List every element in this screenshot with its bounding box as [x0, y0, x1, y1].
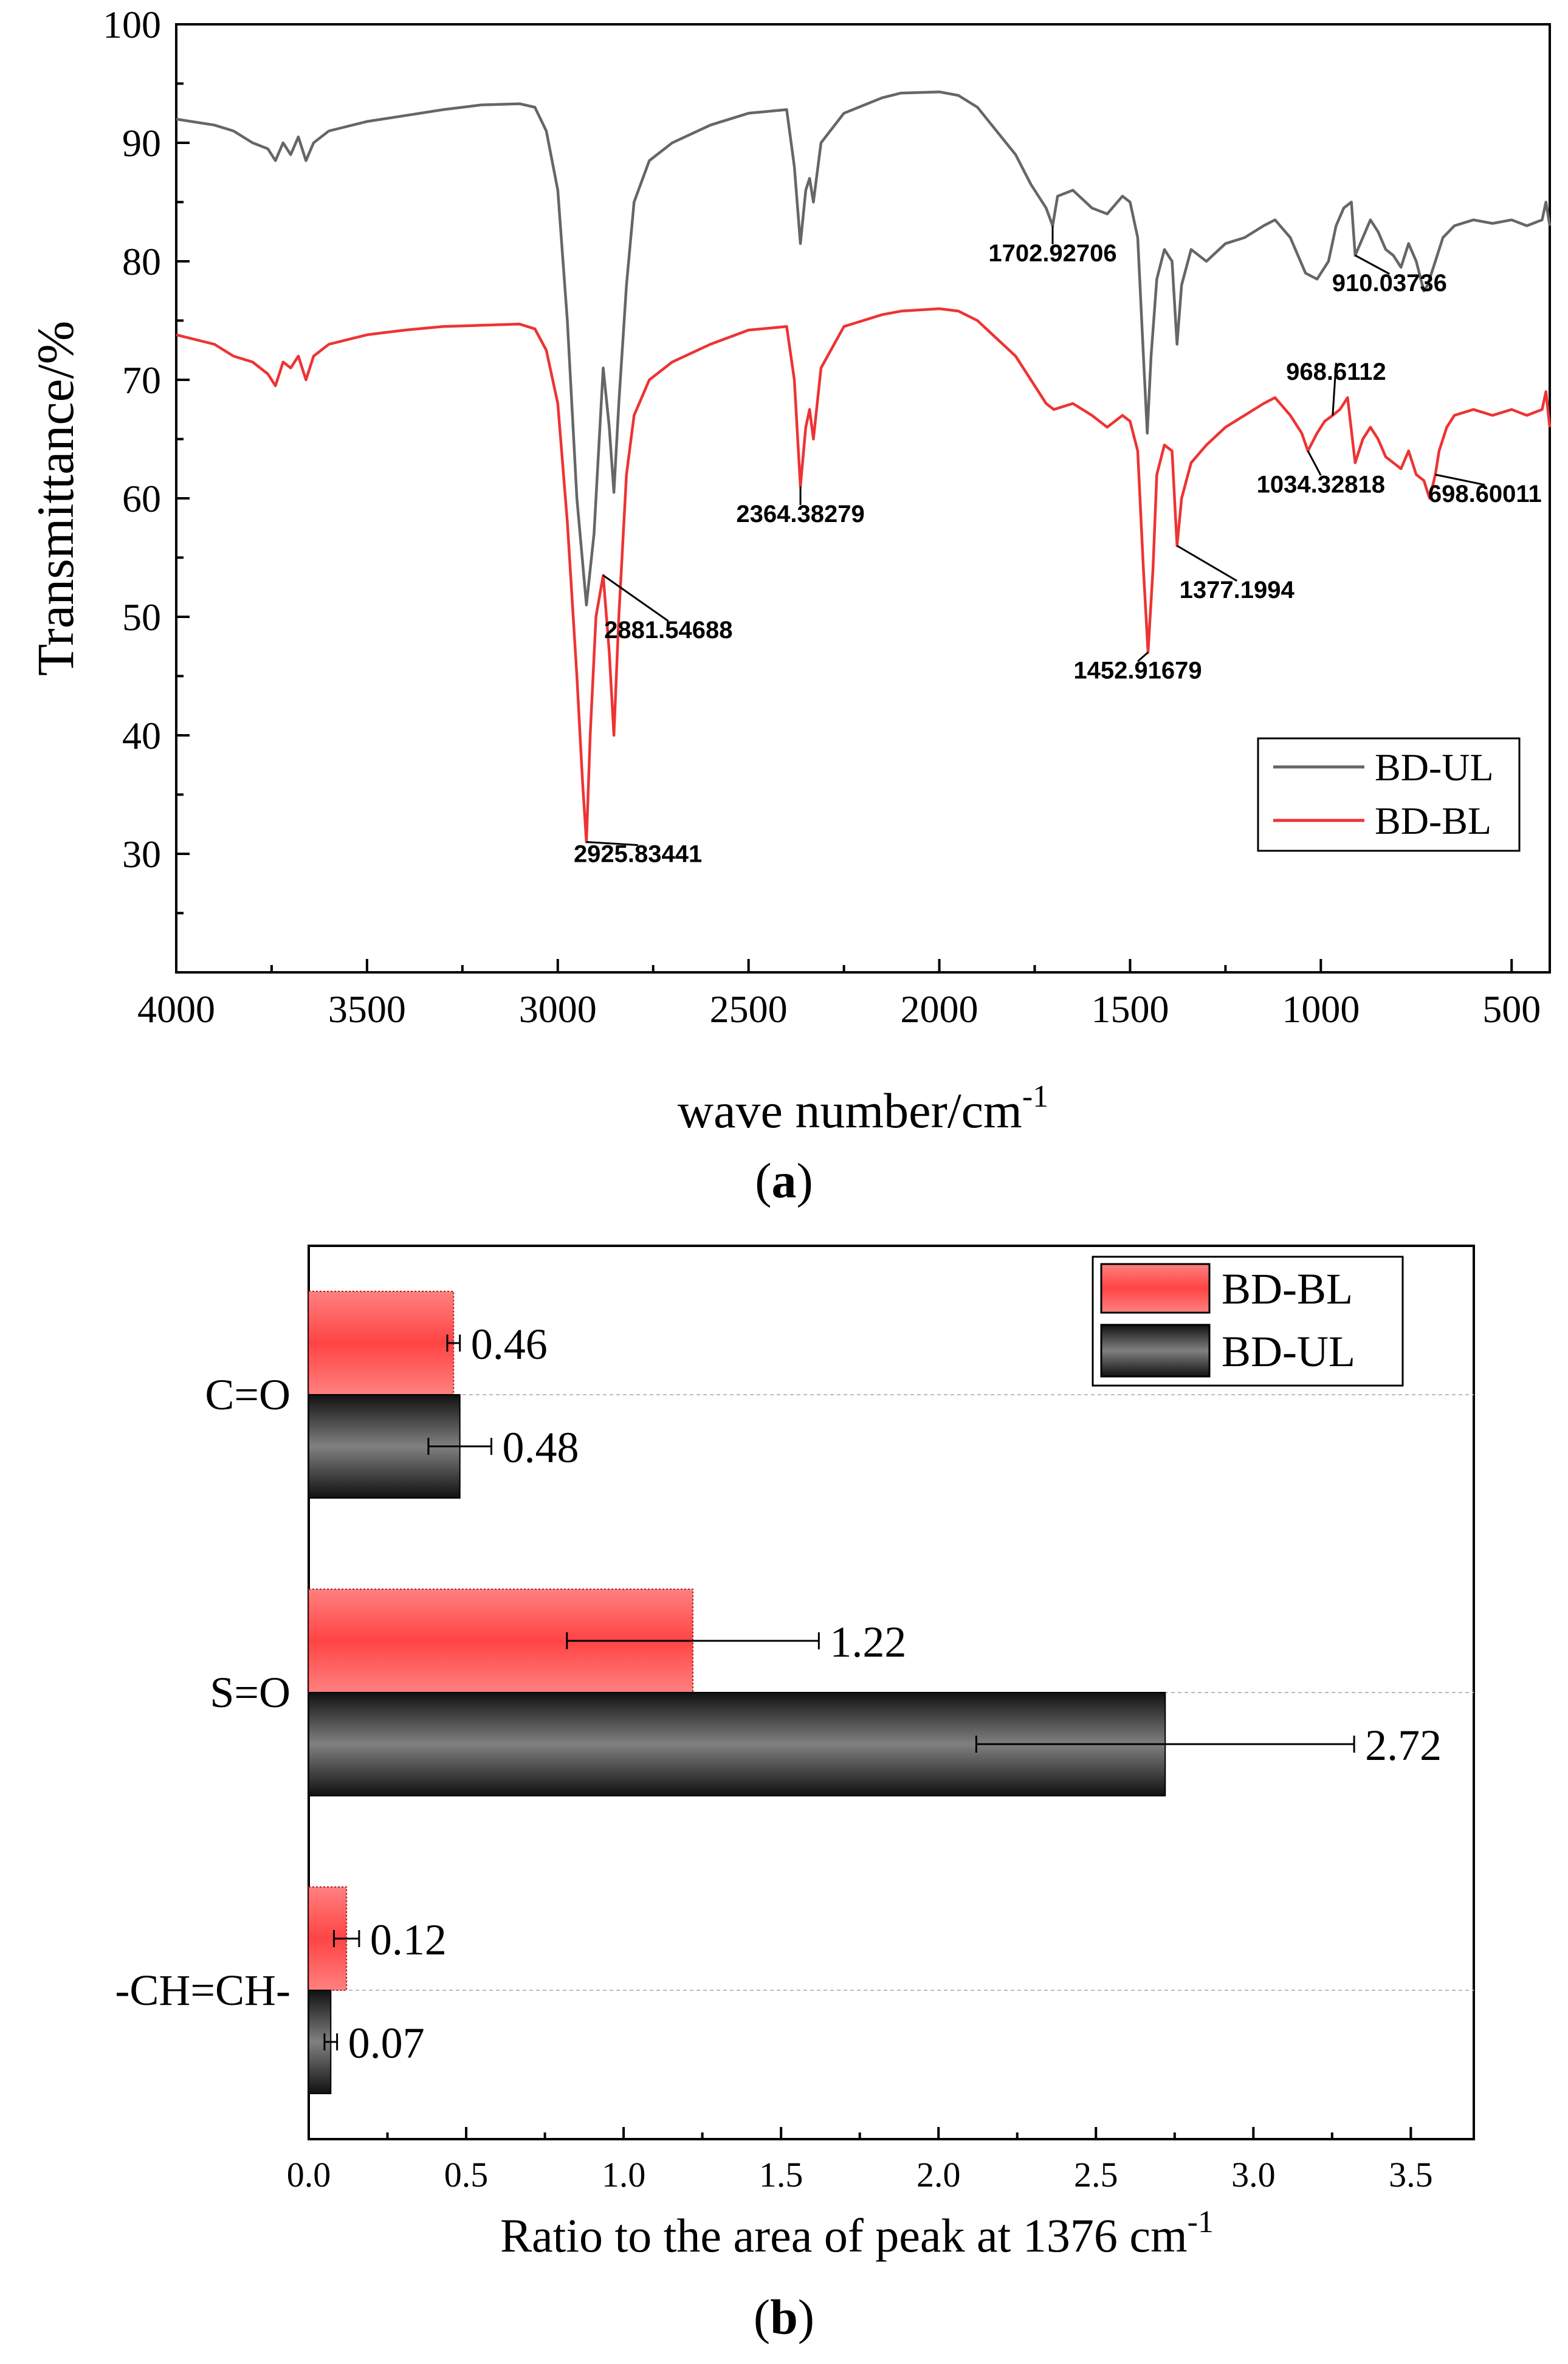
- x-tick-label-b: 1.5: [759, 2155, 803, 2194]
- y-tick-label-a: 100: [103, 3, 161, 46]
- x-tick-label-a: 1500: [1091, 988, 1169, 1031]
- x-axis-title-a-sup: -1: [1022, 1079, 1048, 1114]
- panel-label-a-close: ): [797, 1153, 813, 1208]
- ftir-spectrum-chart: 4000 3500 3000 2500 2000 1500 1000 500 30 40 50 60 7…: [26, 3, 1552, 1208]
- legend-a-label-bd-ul: BD-UL: [1375, 746, 1494, 789]
- x-tick-label-a: 3000: [519, 988, 597, 1031]
- bar-bd-bl: [308, 1291, 455, 1395]
- category-label: -CH=CH-: [115, 1966, 291, 2015]
- annotation-label: 910.03736: [1332, 270, 1447, 297]
- legend-b-label-bd-ul: BD-UL: [1222, 1327, 1355, 1376]
- annotation-label: 1377.1994: [1180, 577, 1295, 603]
- data-label: 0.46: [471, 1320, 548, 1369]
- x-axis-title-b-main: Ratio to the area of peak at 1376 cm: [500, 2209, 1188, 2262]
- data-label: 1.22: [830, 1618, 906, 1666]
- legend-b-swatch-bd-ul: [1100, 1324, 1211, 1378]
- x-tick-label-b: 0.0: [287, 2155, 331, 2194]
- panel-label-b-letter: b: [770, 2289, 798, 2345]
- x-tick-label-b: 2.0: [916, 2155, 961, 2194]
- legend-b-swatch-bd-bl: [1100, 1263, 1211, 1314]
- annotation-label: 968.6112: [1286, 359, 1386, 385]
- annotation-leader: [1137, 651, 1149, 662]
- x-tick-label-a: 3500: [328, 988, 406, 1031]
- x-tick-label-a: 1000: [1282, 988, 1360, 1031]
- y-tick-label-a: 30: [122, 833, 161, 876]
- axis-ticks-a: 4000 3500 3000 2500 2000 1500 1000 500 30 40 50 60 7…: [103, 3, 1541, 1031]
- axis-ticks-b: 0.0 0.5 1.0 1.5 2.0 2.5 3.0 3.5 C=O S=O -CH=CH-: [115, 1370, 1474, 2194]
- panel-label-b: (b): [754, 2289, 814, 2345]
- x-tick-label-a: 2000: [901, 988, 978, 1031]
- data-label: 2.72: [1365, 1721, 1442, 1770]
- x-axis-title-b: Ratio to the area of peak at 1376 cm-1: [500, 2205, 1214, 2262]
- legend-a: BD-UL BD-BL: [1257, 737, 1521, 852]
- x-tick-label-a: 500: [1482, 988, 1541, 1031]
- data-label: 0.12: [370, 1916, 447, 1964]
- panel-label-b-close: ): [798, 2289, 814, 2345]
- annotation-label: 2881.54688: [604, 617, 732, 644]
- y-tick-label-a: 60: [122, 477, 161, 520]
- annotation-leader: [1307, 450, 1322, 476]
- x-tick-label-b: 3.5: [1389, 2155, 1433, 2194]
- peak-annotations: 2925.83441 2881.54688 2364.38279 1702.92706…: [574, 225, 1542, 868]
- y-tick-label-a: 40: [122, 714, 161, 757]
- category-label: C=O: [205, 1370, 291, 1419]
- x-tick-label-b: 3.0: [1231, 2155, 1276, 2194]
- annotation-leader: [1332, 362, 1337, 416]
- annotation-leader: [1435, 473, 1485, 486]
- x-tick-label-b: 1.0: [602, 2155, 646, 2194]
- x-tick-label-b: 0.5: [444, 2155, 489, 2194]
- x-tick-label-a: 2500: [710, 988, 788, 1031]
- category-label: S=O: [210, 1668, 291, 1717]
- annotation-label: 1034.32818: [1257, 471, 1385, 498]
- y-tick-label-a: 50: [122, 596, 161, 639]
- panel-label-a-letter: a: [772, 1153, 797, 1208]
- x-axis-title-a: wave number/cm-1: [678, 1079, 1048, 1138]
- y-axis-title-a: Transmittance/%: [26, 321, 84, 676]
- annotation-label: 1702.92706: [988, 240, 1116, 267]
- y-tick-label-a: 90: [122, 122, 161, 165]
- panel-label-a-open: (: [755, 1153, 771, 1208]
- annotation-label: 2364.38279: [736, 501, 864, 527]
- bar-series: 0.46 0.48 1.22 2.72 0.12 0.07: [308, 1291, 1442, 2094]
- peak-ratio-bar-chart: 0.0 0.5 1.0 1.5 2.0 2.5 3.0 3.5 C=O S=O -CH=CH- 0.…: [115, 1245, 1475, 2345]
- annotation-label: 1452.91679: [1073, 657, 1202, 684]
- annotation-label: 698.60011: [1428, 481, 1542, 507]
- y-tick-label-a: 80: [122, 240, 161, 283]
- spectrum-line-bd-bl: [176, 307, 1552, 844]
- annotation-label: 2925.83441: [574, 841, 702, 868]
- spectrum-line-bd-ul: [176, 90, 1552, 606]
- x-tick-label-b: 2.5: [1074, 2155, 1118, 2194]
- panel-label-b-open: (: [754, 2289, 770, 2345]
- legend-a-box: [1257, 737, 1521, 852]
- annotation-leader: [1176, 545, 1237, 582]
- panel-label-a: (a): [755, 1153, 813, 1208]
- legend-a-label-bd-bl: BD-BL: [1375, 799, 1491, 842]
- legend-b: BD-BL BD-UL: [1092, 1256, 1404, 1387]
- x-axis-title-a-main: wave number/cm: [678, 1083, 1022, 1138]
- spectrum-series: [176, 90, 1552, 844]
- annotation-leader: [602, 574, 669, 622]
- annotation-leader: [586, 841, 638, 847]
- data-label: 0.07: [348, 2019, 425, 2067]
- x-tick-label-a: 4000: [137, 988, 215, 1031]
- data-label: 0.48: [503, 1423, 579, 1472]
- annotation-leader: [1355, 254, 1391, 275]
- legend-b-label-bd-bl: BD-BL: [1222, 1265, 1353, 1313]
- y-tick-label-a: 70: [122, 359, 161, 402]
- x-axis-title-b-sup: -1: [1188, 2205, 1214, 2239]
